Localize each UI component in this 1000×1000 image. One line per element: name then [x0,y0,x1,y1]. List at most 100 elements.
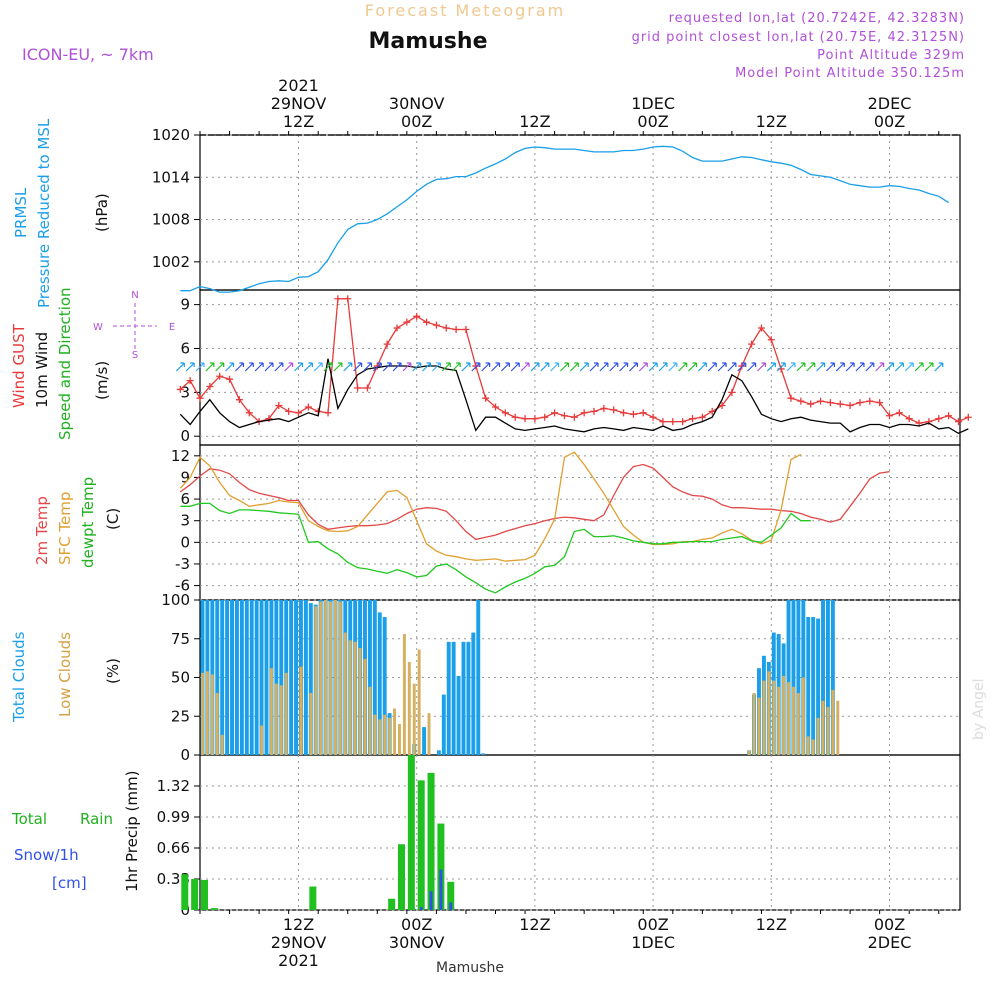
top-time-label: 1DEC [631,94,675,113]
wind-arrow [333,362,343,372]
y-tick-label: 0 [180,746,190,764]
rain-bar [407,755,415,910]
top-time-label: 29NOV [271,94,327,113]
wind-arrow [441,362,451,372]
wind-arrow [717,362,727,372]
total-cloud-bar [816,618,821,755]
low-cloud-bar [373,714,377,755]
rain-bar [388,898,396,910]
wind-panel-labels: Wind GUST 10m Wind Speed and Direction (… [10,287,175,440]
gust-line-marker [560,412,568,420]
wind-arrow [540,362,550,372]
gust-line-marker [669,418,677,426]
wind-arrow [835,362,845,372]
low-cloud-bar [407,662,411,755]
total-cloud-bar [466,641,471,755]
top-time-label: 12Z [519,112,550,131]
pressure-reduced-label: Pressure Reduced to MSL [35,118,53,308]
top-time-label: 12Z [756,112,787,131]
gust-line-marker [629,410,637,418]
low-cloud-bar [831,689,835,755]
wind-speed-dir-label: Speed and Direction [56,287,74,440]
y-tick-label: 50 [171,669,190,687]
low-cloud-bar [348,640,352,755]
gust-line-marker [531,415,539,423]
wind-arrow [205,362,215,372]
gust-line-marker [895,409,903,417]
y-tick-label: 1002 [152,253,190,271]
wind-arrow [195,362,205,372]
gust-line-marker [866,397,874,405]
gust-line-marker [462,325,470,333]
y-tick-label: 3 [180,383,190,401]
low-cloud-bar [398,724,401,755]
gust-line-marker [235,396,243,404]
low-cloud-bar [417,649,421,755]
wind-arrow [707,362,717,372]
gust-line-marker [245,409,253,417]
gust-line-marker [472,362,480,370]
gust-line-marker [728,388,736,396]
gust-line-marker [354,384,362,392]
wind-arrow [510,362,520,372]
gust-line-marker [580,409,588,417]
wind-arrow [579,362,589,372]
top-time-label: 12Z [283,112,314,131]
gust-line-marker [176,385,184,393]
top-time-label: 30NOV [389,94,445,113]
low-cloud-bar [806,736,810,755]
temp-2m-line [179,463,890,541]
y-tick-label: 100 [161,591,190,609]
total-cloud-bar [446,641,451,755]
wind-arrow [500,362,510,372]
panel-frame-0 [199,134,961,291]
gust-line-marker [541,413,549,421]
low-cloud-bar [210,674,214,755]
low-cloud-bar [826,706,830,755]
y-tick-label: 0 [180,427,190,445]
bottom-time-label: 2DEC [868,933,912,952]
compass-w: W [93,322,103,333]
forecast-label: Forecast Meteogram [365,1,565,20]
rain-bar [309,886,317,910]
total-cloud-bar [806,617,811,755]
snow-bar [449,902,453,910]
gust-line-marker [945,412,953,420]
gust-line-marker [373,362,381,370]
gust-line-marker [846,402,854,410]
gust-line-marker [304,403,312,411]
total-cloud-bar [220,600,225,755]
low-cloud-bar [363,658,367,755]
total-cloud-bar [825,600,830,755]
temp-panel-labels: 2m Temp SFC Temp dewpt Temp (C) [33,477,122,568]
gust-line-marker [817,397,825,405]
low-cloud-bar [260,725,264,755]
wind-arrow [471,362,481,372]
total-cloud-bar [225,600,230,755]
wind-arrow [363,362,373,372]
low-cloud-bar [757,697,761,755]
wind-arrow [491,362,501,372]
low-cloud-bar [220,734,224,755]
gust-line-marker [324,409,332,417]
low-cloud-bar [772,680,776,755]
y-tick-label: 9 [180,296,190,314]
wind-10m-label: 10m Wind [33,332,51,408]
total-cloud-bar [372,600,377,755]
gust-line-marker [551,409,559,417]
wind-arrow [875,362,885,372]
y-tick-label: 6 [180,339,190,357]
total-cloud-bar [796,600,801,755]
low-cloud-bar [368,686,372,755]
temp-sfc-line [179,451,802,562]
y-tick-label: 12 [171,447,190,465]
total-cloud-bar [422,727,427,755]
gust-line-marker [807,400,815,408]
low-cloud-bar [782,675,786,755]
y-tick-label: 3 [180,512,190,530]
total-label: Total [11,810,47,828]
total-cloud-bar [239,600,244,755]
low-cloud-bar [787,682,790,755]
total-cloud-bar [249,600,254,755]
